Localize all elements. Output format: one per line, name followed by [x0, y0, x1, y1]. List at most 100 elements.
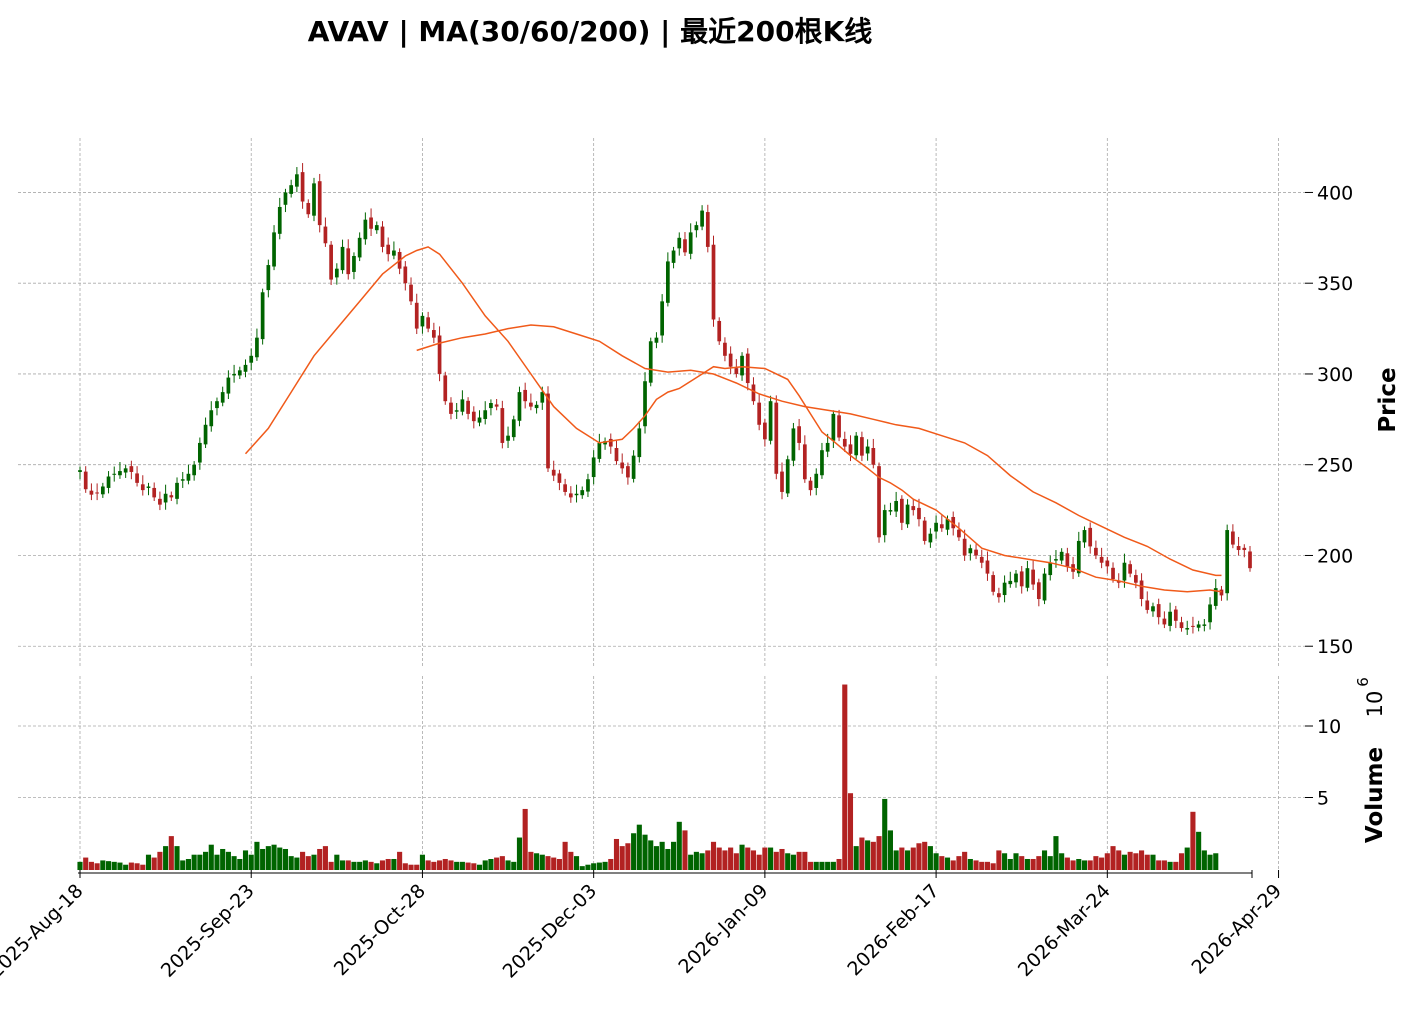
candle-body	[985, 560, 990, 574]
volume-bar	[534, 853, 540, 870]
candle-body	[991, 575, 996, 592]
volume-bar	[728, 847, 734, 870]
volume-bar	[591, 863, 597, 870]
volume-bar	[419, 854, 425, 870]
volume-bar	[220, 848, 226, 870]
candle-body	[158, 498, 162, 505]
volume-bar	[905, 850, 911, 870]
candle-body	[283, 192, 288, 205]
candle-body	[814, 473, 819, 488]
volume-bar	[1070, 860, 1076, 870]
candle-body	[83, 471, 88, 490]
volume-bar	[927, 846, 933, 870]
candle-body	[489, 403, 493, 409]
volume-bar	[185, 858, 191, 870]
volume-bar	[1116, 850, 1122, 870]
candle-body	[837, 415, 841, 438]
volume-bar	[1041, 850, 1048, 870]
volume-bar	[882, 798, 888, 870]
volume-bar	[277, 847, 283, 870]
volume-bar	[990, 863, 996, 870]
candle-body	[357, 237, 362, 258]
candle-body	[540, 392, 545, 403]
volume-bar	[414, 864, 420, 870]
candle-body	[1054, 559, 1058, 561]
candle-body	[1059, 551, 1064, 561]
volume-bar	[1007, 858, 1013, 870]
axis-labels: Price Volume 10 6	[1354, 367, 1401, 843]
candle-body	[483, 410, 488, 419]
candle-body	[1082, 530, 1087, 543]
candle-body	[997, 593, 1001, 598]
volume-bar	[528, 851, 534, 870]
volume-bar	[722, 850, 728, 870]
volume-bar	[762, 847, 768, 870]
volume-bar	[442, 858, 448, 870]
candle-body	[175, 482, 179, 499]
volume-bar	[1139, 850, 1145, 870]
candle-body	[329, 244, 333, 280]
candle-body	[1191, 625, 1195, 627]
volume-bar	[785, 853, 791, 870]
volume-bar	[944, 857, 951, 870]
candle-body	[146, 486, 151, 488]
candle-body	[1065, 553, 1070, 567]
candle-body	[1088, 527, 1093, 547]
volume-bar	[568, 851, 574, 870]
candle-body	[608, 438, 613, 447]
candle-body	[529, 402, 533, 407]
candle-body	[511, 419, 516, 438]
y-tick-label: 350	[1317, 273, 1353, 295]
candle-body	[249, 355, 254, 363]
x-axis: 2025-Aug-18 2025-Sep-23 2025-Oct-28 2025-De…	[0, 870, 1286, 983]
x-tick-label: 2025-Oct-28	[330, 880, 430, 980]
candle-body	[1156, 604, 1161, 618]
candle-body	[614, 448, 619, 462]
candle-body	[626, 466, 630, 478]
ma-line-2	[416, 324, 1222, 577]
volume-bar	[705, 850, 711, 870]
volume-bar	[916, 843, 922, 870]
volume-bar	[1190, 811, 1196, 870]
volume-bar	[1133, 853, 1139, 870]
candle-body	[386, 244, 391, 255]
candle-body	[363, 219, 368, 240]
candle-body	[129, 466, 134, 472]
candle-body	[1151, 606, 1155, 612]
candle-body	[939, 524, 944, 529]
volume-bar	[208, 844, 214, 870]
candle-body	[791, 428, 796, 461]
volume-bar	[545, 856, 551, 870]
volume-bar	[339, 860, 346, 870]
volume-bar	[265, 846, 271, 870]
volume-bar	[1178, 853, 1185, 870]
volume-bar	[431, 861, 437, 870]
candle-body	[460, 399, 465, 412]
candle-body	[551, 469, 556, 476]
volume-bar	[111, 861, 117, 870]
candle-body	[380, 226, 385, 247]
moving-averages	[244, 246, 1222, 593]
candle-body	[1248, 551, 1252, 569]
candle-body	[1219, 589, 1224, 596]
volume-bar	[362, 860, 368, 870]
candle-body	[911, 506, 916, 511]
candle-body	[871, 448, 876, 465]
volume-bar	[659, 841, 665, 870]
candle-body	[260, 292, 265, 340]
candle-body	[272, 232, 276, 267]
volume-bar	[288, 856, 294, 870]
volume-tick-label: 5	[1317, 788, 1329, 810]
volume-bar	[311, 854, 317, 870]
volume-bar	[551, 857, 557, 870]
volume-bar	[271, 844, 277, 870]
volume-bar	[465, 862, 471, 870]
volume-bar	[83, 857, 89, 870]
volume-bar	[967, 858, 973, 870]
candle-body	[1231, 531, 1235, 545]
volume-bar	[579, 866, 585, 870]
candle-body	[723, 342, 727, 356]
candle-body	[928, 533, 933, 543]
volume-bar	[962, 851, 968, 870]
x-tick-label: 2026-Mar-24	[1014, 880, 1115, 981]
